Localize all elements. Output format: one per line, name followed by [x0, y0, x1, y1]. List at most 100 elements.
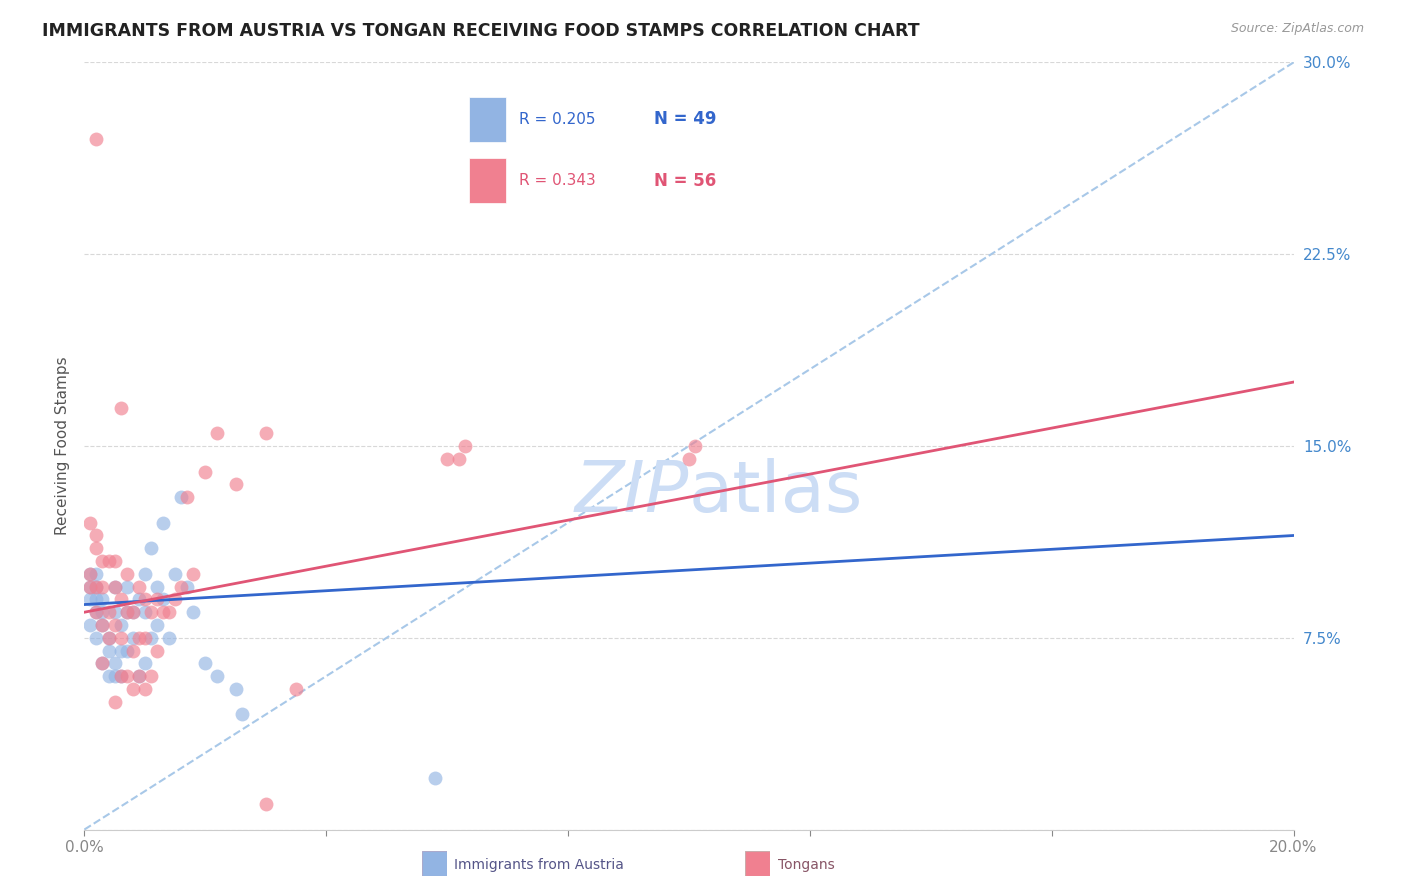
Point — [110, 669, 132, 683]
Point — [104, 618, 127, 632]
Point — [225, 681, 247, 696]
Point — [86, 631, 108, 645]
Point — [231, 707, 253, 722]
Point — [104, 580, 127, 594]
Point — [134, 592, 156, 607]
Point — [115, 605, 138, 619]
Point — [104, 657, 127, 671]
Point — [79, 566, 101, 581]
Point — [115, 580, 138, 594]
Point — [134, 631, 156, 645]
Point — [86, 541, 108, 556]
Point — [146, 618, 169, 632]
Point — [110, 592, 132, 607]
Point — [121, 605, 143, 619]
Point — [110, 643, 132, 657]
Point — [225, 477, 247, 491]
Text: Source: ZipAtlas.com: Source: ZipAtlas.com — [1230, 22, 1364, 36]
Text: Immigrants from Austria: Immigrants from Austria — [454, 858, 624, 872]
Point — [194, 657, 217, 671]
Point — [139, 605, 162, 619]
Point — [91, 554, 114, 568]
Point — [146, 592, 169, 607]
Point — [128, 669, 150, 683]
Point — [115, 566, 138, 581]
FancyBboxPatch shape — [422, 851, 447, 876]
Point — [97, 554, 120, 568]
Point — [86, 528, 108, 542]
Point — [146, 643, 169, 657]
Point — [128, 669, 150, 683]
Point — [170, 580, 193, 594]
Point — [121, 631, 143, 645]
Point — [449, 451, 471, 466]
Point — [97, 643, 120, 657]
Point — [157, 605, 180, 619]
Point — [121, 643, 143, 657]
Point — [157, 631, 180, 645]
Point — [121, 681, 143, 696]
Point — [110, 401, 132, 415]
Point — [683, 439, 706, 453]
Point — [139, 669, 162, 683]
Point — [86, 580, 108, 594]
Point — [207, 426, 229, 441]
Point — [79, 516, 101, 530]
Text: ZIP: ZIP — [575, 458, 689, 526]
FancyBboxPatch shape — [745, 851, 770, 876]
Point — [134, 681, 156, 696]
Point — [104, 605, 127, 619]
Point — [170, 490, 193, 504]
Point — [436, 451, 458, 466]
Text: atlas: atlas — [689, 458, 863, 526]
Text: IMMIGRANTS FROM AUSTRIA VS TONGAN RECEIVING FOOD STAMPS CORRELATION CHART: IMMIGRANTS FROM AUSTRIA VS TONGAN RECEIV… — [42, 22, 920, 40]
Point — [194, 465, 217, 479]
Point — [128, 631, 150, 645]
Point — [139, 541, 162, 556]
Point — [91, 605, 114, 619]
Point — [285, 681, 308, 696]
Point — [86, 566, 108, 581]
Point — [110, 631, 132, 645]
Point — [115, 669, 138, 683]
Point — [207, 669, 229, 683]
Point — [121, 605, 143, 619]
Point — [79, 618, 101, 632]
Point — [91, 618, 114, 632]
Point — [128, 592, 150, 607]
Point — [104, 554, 127, 568]
Point — [104, 695, 127, 709]
Point — [115, 643, 138, 657]
Point — [86, 132, 108, 146]
Point — [97, 631, 120, 645]
Point — [91, 580, 114, 594]
Text: Tongans: Tongans — [778, 858, 834, 872]
Point — [79, 580, 101, 594]
Point — [678, 451, 700, 466]
Point — [97, 669, 120, 683]
Point — [91, 657, 114, 671]
Point — [91, 657, 114, 671]
Point — [79, 566, 101, 581]
Point — [104, 580, 127, 594]
Point — [79, 592, 101, 607]
Point — [86, 605, 108, 619]
Point — [254, 797, 277, 811]
Point — [86, 605, 108, 619]
Point — [79, 580, 101, 594]
Point — [152, 516, 174, 530]
Point — [146, 580, 169, 594]
Point — [97, 605, 120, 619]
Point — [110, 669, 132, 683]
Point — [181, 605, 204, 619]
Point — [165, 592, 187, 607]
Point — [115, 605, 138, 619]
Point — [128, 580, 150, 594]
Point — [110, 618, 132, 632]
Point — [176, 580, 198, 594]
Y-axis label: Receiving Food Stamps: Receiving Food Stamps — [55, 357, 70, 535]
Point — [454, 439, 477, 453]
Point — [86, 592, 108, 607]
Point — [134, 566, 156, 581]
Point — [152, 605, 174, 619]
